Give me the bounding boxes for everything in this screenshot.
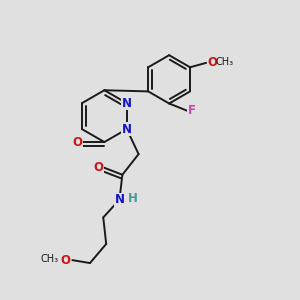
Text: H: H [128, 192, 138, 205]
Text: F: F [188, 104, 195, 117]
Text: CH₃: CH₃ [216, 57, 234, 67]
Text: O: O [61, 254, 71, 267]
Text: N: N [114, 193, 124, 206]
Text: N: N [122, 97, 132, 110]
Text: N: N [122, 123, 132, 136]
Text: O: O [72, 136, 82, 148]
Text: O: O [207, 56, 218, 69]
Text: CH₃: CH₃ [41, 254, 59, 264]
Text: O: O [93, 161, 103, 174]
